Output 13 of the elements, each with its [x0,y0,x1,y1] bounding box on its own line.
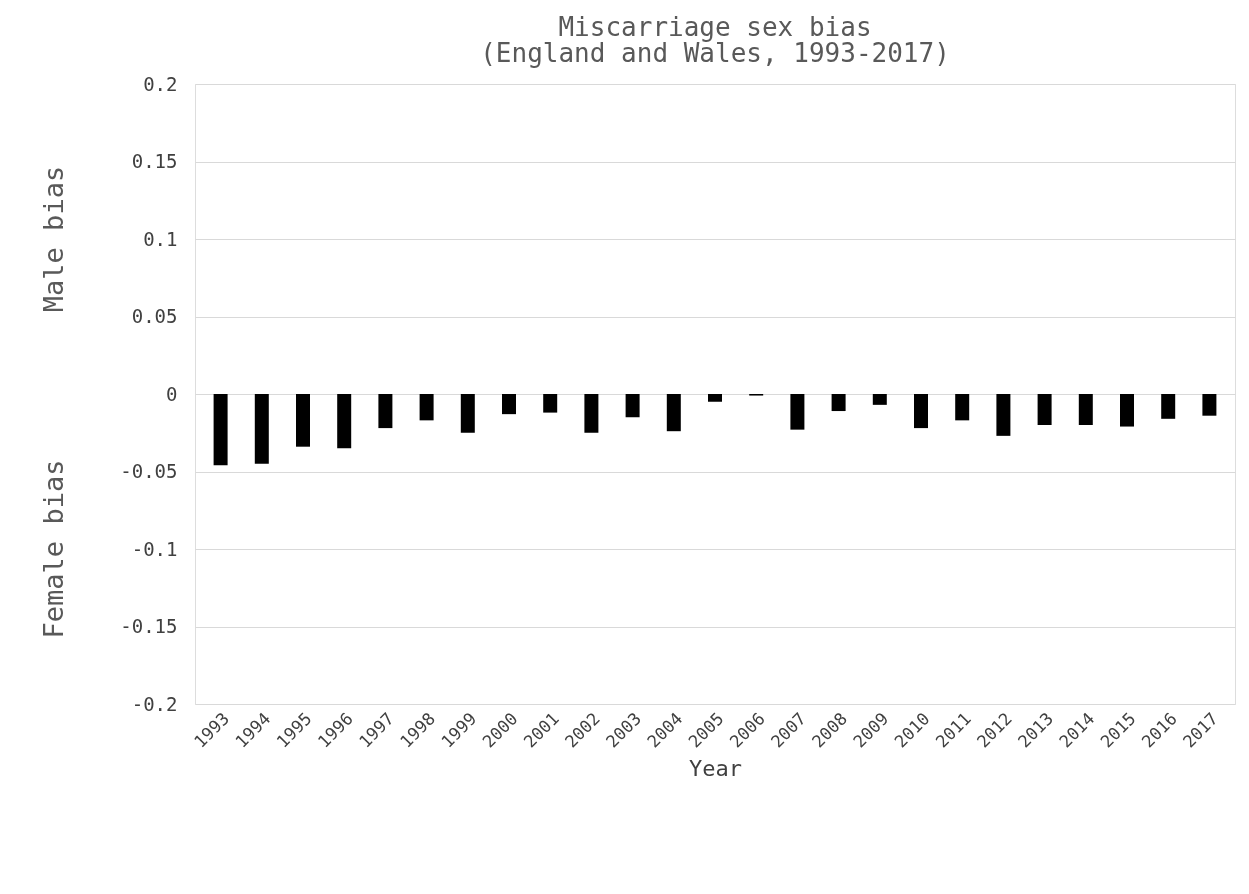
y-tick-label: 0 [166,382,178,405]
y-tick-label: -0.2 [131,692,178,715]
y-tick-label: 0.1 [143,227,178,250]
text: Male bias [38,165,69,313]
y-tick-label: -0.1 [131,537,178,560]
y-tick-label: -0.15 [120,615,178,637]
text: Female bias [38,459,69,639]
chart-title: Miscarriage sex bias [558,12,872,42]
y-tick-label: 0.2 [143,72,178,95]
y-tick-label: -0.05 [120,460,178,482]
y-tick-label: 0.15 [131,150,178,172]
y-tick-label: 0.05 [131,305,178,327]
x-axis-title: Year [689,755,742,781]
